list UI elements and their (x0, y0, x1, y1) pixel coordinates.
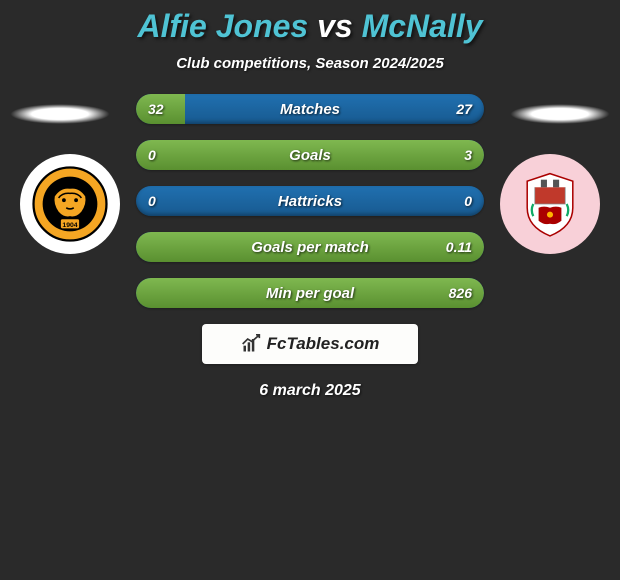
val-right: 0.11 (446, 232, 472, 262)
val-right: 826 (449, 278, 472, 308)
team-crest-left: 1904 (20, 154, 120, 254)
stat-row-matches: 32 Matches 27 (136, 94, 484, 124)
crest-year: 1904 (62, 222, 77, 229)
chart-icon (241, 334, 261, 354)
page-title: Alfie Jones vs McNally (0, 8, 620, 45)
team-crest-right (500, 154, 600, 254)
stat-row-mpg: Min per goal 826 (136, 278, 484, 308)
val-right: 3 (464, 140, 472, 170)
stat-label: Matches (136, 94, 484, 124)
player1-name: Alfie Jones (137, 8, 308, 44)
brand-text: FcTables.com (267, 334, 380, 354)
date-text: 6 march 2025 (20, 382, 600, 400)
stat-row-goals: 0 Goals 3 (136, 140, 484, 170)
val-right: 0 (464, 186, 472, 216)
shadow-left (10, 104, 110, 124)
bristol-city-icon (512, 166, 588, 242)
stat-label: Goals (136, 140, 484, 170)
brand-badge[interactable]: FcTables.com (202, 324, 418, 364)
stat-label: Hattricks (136, 186, 484, 216)
stat-row-gpm: Goals per match 0.11 (136, 232, 484, 262)
player2-name: McNally (362, 8, 483, 44)
hull-city-icon: 1904 (32, 166, 108, 242)
vs-text: vs (317, 8, 353, 44)
comparison-widget: Alfie Jones vs McNally Club competitions… (0, 0, 620, 580)
stat-label: Goals per match (136, 232, 484, 262)
stat-row-hattricks: 0 Hattricks 0 (136, 186, 484, 216)
main-area: 1904 32 Matches 27 (0, 94, 620, 400)
stat-label: Min per goal (136, 278, 484, 308)
shadow-right (510, 104, 610, 124)
subtitle: Club competitions, Season 2024/2025 (0, 55, 620, 72)
stat-bars: 32 Matches 27 0 Goals 3 0 Hattricks 0 (136, 94, 484, 308)
val-right: 27 (456, 94, 472, 124)
